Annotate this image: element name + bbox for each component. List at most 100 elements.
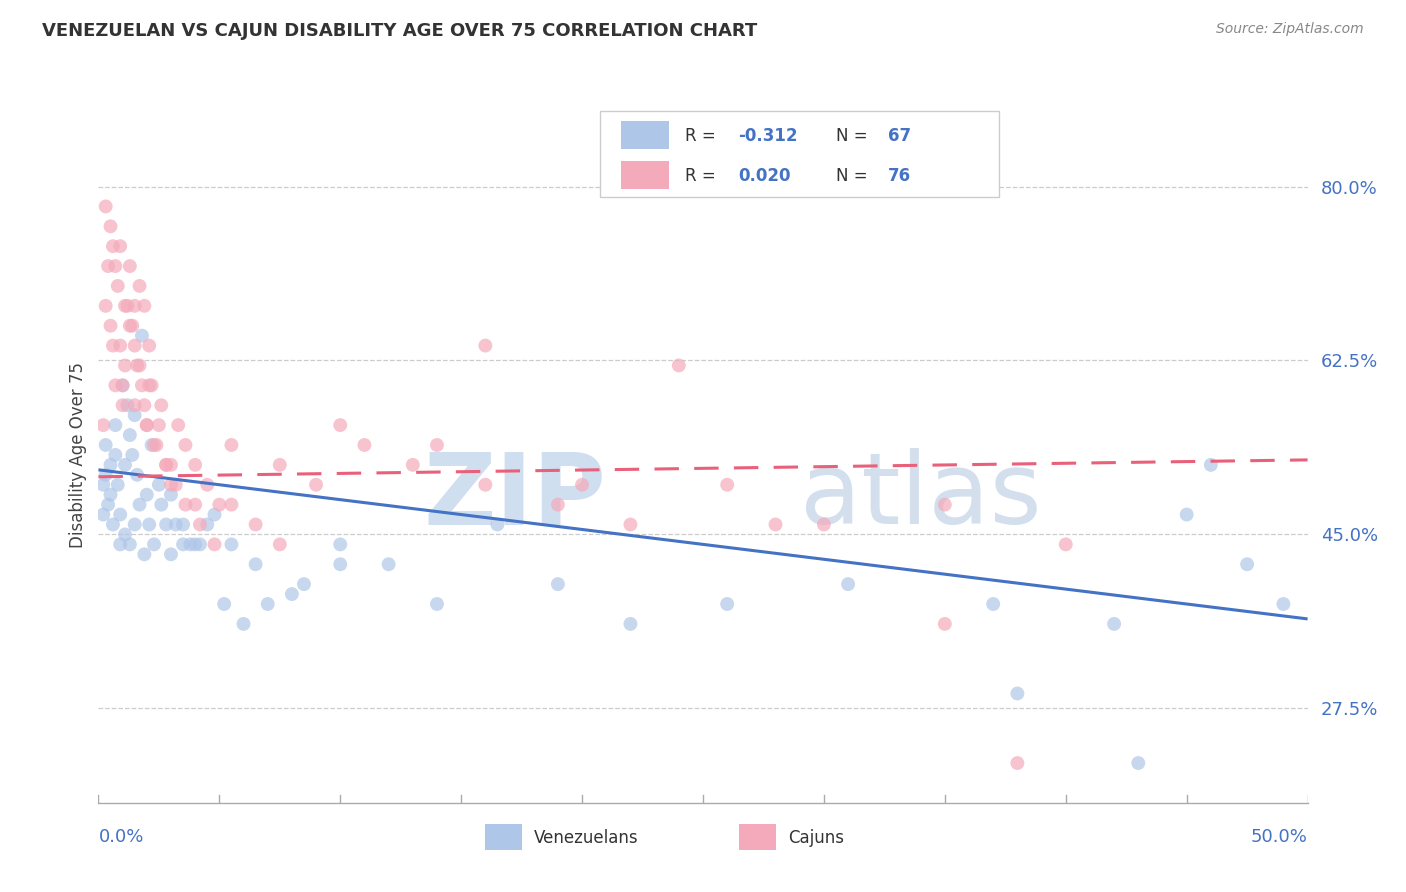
Point xyxy=(329,537,352,551)
FancyBboxPatch shape xyxy=(740,823,776,850)
Point xyxy=(221,537,243,551)
Point xyxy=(108,338,131,352)
Point xyxy=(155,458,177,472)
Point xyxy=(353,438,375,452)
Point xyxy=(134,398,156,412)
FancyBboxPatch shape xyxy=(485,823,522,850)
Point xyxy=(232,616,254,631)
Point xyxy=(547,498,569,512)
Point xyxy=(765,517,787,532)
Point xyxy=(329,558,352,572)
Point xyxy=(155,458,177,472)
Point xyxy=(188,537,211,551)
Point xyxy=(269,537,291,551)
Point xyxy=(111,378,134,392)
Point xyxy=(174,438,197,452)
Point xyxy=(716,477,738,491)
Text: 0.0%: 0.0% xyxy=(98,828,143,846)
Point xyxy=(97,498,120,512)
Point xyxy=(94,299,117,313)
Point xyxy=(101,338,124,352)
Point xyxy=(165,517,187,532)
Point xyxy=(108,508,131,522)
Point xyxy=(474,477,496,491)
Point xyxy=(212,597,235,611)
Point xyxy=(1199,458,1222,472)
Point xyxy=(160,547,183,561)
Point xyxy=(174,498,197,512)
Point xyxy=(94,199,117,213)
Point xyxy=(100,318,122,333)
Point xyxy=(100,488,122,502)
Point xyxy=(107,279,129,293)
Point xyxy=(128,498,150,512)
Point xyxy=(547,577,569,591)
Point xyxy=(138,517,160,532)
Point xyxy=(94,467,117,482)
Point xyxy=(101,517,124,532)
Point xyxy=(128,279,150,293)
Point xyxy=(135,418,157,433)
Point xyxy=(172,517,194,532)
Text: 67: 67 xyxy=(889,128,911,145)
Point xyxy=(104,378,127,392)
Text: 0.020: 0.020 xyxy=(738,168,790,186)
Point xyxy=(179,537,201,551)
Point xyxy=(716,597,738,611)
Point xyxy=(1054,537,1077,551)
Text: -0.312: -0.312 xyxy=(738,128,797,145)
Point xyxy=(160,488,183,502)
Point xyxy=(184,458,207,472)
Point xyxy=(100,219,122,234)
Point xyxy=(124,517,146,532)
Point xyxy=(188,517,211,532)
Point xyxy=(141,438,163,452)
Point xyxy=(100,458,122,472)
Point xyxy=(134,547,156,561)
Point xyxy=(195,517,218,532)
Point xyxy=(91,508,114,522)
Text: ZIP: ZIP xyxy=(423,448,606,545)
Point xyxy=(150,498,173,512)
Point xyxy=(121,448,143,462)
Point xyxy=(131,328,153,343)
Point xyxy=(94,438,117,452)
Point xyxy=(145,438,167,452)
Point xyxy=(155,517,177,532)
Point xyxy=(426,438,449,452)
Point xyxy=(101,239,124,253)
Point xyxy=(135,418,157,433)
Point xyxy=(108,537,131,551)
Point xyxy=(619,517,641,532)
Text: Cajuns: Cajuns xyxy=(787,829,844,847)
Point xyxy=(813,517,835,532)
Point xyxy=(402,458,425,472)
Point xyxy=(148,477,170,491)
Point xyxy=(160,458,183,472)
Point xyxy=(118,428,141,442)
Point xyxy=(141,378,163,392)
Point xyxy=(184,498,207,512)
Point xyxy=(150,398,173,412)
Point xyxy=(619,616,641,631)
Text: VENEZUELAN VS CAJUN DISABILITY AGE OVER 75 CORRELATION CHART: VENEZUELAN VS CAJUN DISABILITY AGE OVER … xyxy=(42,22,758,40)
Point xyxy=(1102,616,1125,631)
Point xyxy=(104,259,127,273)
Point xyxy=(195,477,218,491)
Point xyxy=(118,259,141,273)
Point xyxy=(837,577,859,591)
Point xyxy=(934,498,956,512)
Point xyxy=(114,458,136,472)
Point xyxy=(245,558,267,572)
Point xyxy=(167,418,190,433)
Point xyxy=(135,488,157,502)
Point xyxy=(208,498,231,512)
Point xyxy=(143,438,166,452)
Point xyxy=(305,477,328,491)
Point xyxy=(148,418,170,433)
Point xyxy=(377,558,399,572)
Point xyxy=(160,477,183,491)
Point xyxy=(117,299,139,313)
Point xyxy=(108,239,131,253)
Text: 50.0%: 50.0% xyxy=(1251,828,1308,846)
